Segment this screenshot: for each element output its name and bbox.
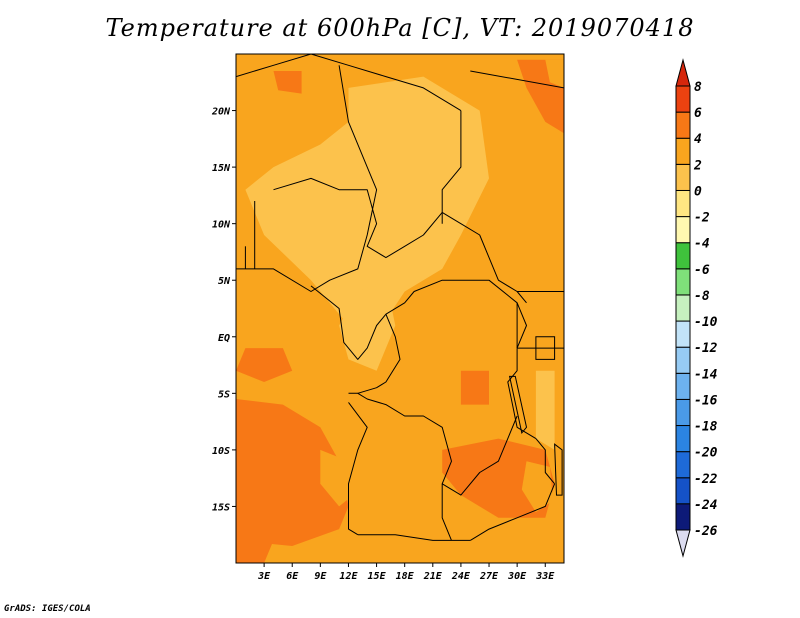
lat-tick-label: 15N <box>212 163 231 174</box>
field-region-gulf-warm-1 <box>236 348 293 382</box>
country-border <box>348 392 518 496</box>
grads-credit: GrADS: IGES/COLA <box>4 604 91 614</box>
colorbar-label: 4 <box>694 132 702 147</box>
country-border <box>470 483 556 541</box>
lon-tick-label: 9E <box>314 571 327 582</box>
lat-tick-label: 10N <box>212 220 231 231</box>
colorbar-label: -2 <box>694 211 710 226</box>
lon-tick-label: 21E <box>423 571 443 582</box>
lat-tick-label: 5S <box>218 389 230 400</box>
field-region-sahel-light-band <box>245 76 489 349</box>
country-border <box>470 70 564 89</box>
colorbar-label: 2 <box>693 158 702 173</box>
colorbar-label: -26 <box>694 524 718 539</box>
country-border <box>236 65 378 292</box>
colorbar-band <box>675 268 691 296</box>
colorbar-band <box>675 189 691 218</box>
colorbar-label: -20 <box>694 446 718 461</box>
field-region-zambia-warm <box>442 438 555 518</box>
field-layer <box>236 54 564 563</box>
lon-tick-label: 6E <box>286 571 299 582</box>
lon-tick-label: 30E <box>507 571 527 582</box>
colorbar-band <box>675 242 691 270</box>
country-border <box>273 177 527 304</box>
colorbar-band <box>675 451 691 479</box>
lat-tick-label: 20N <box>211 107 231 118</box>
field-region-south-atlantic-warm <box>236 399 349 546</box>
colorbar-label: -4 <box>694 237 710 252</box>
lat-tick-label: 10S <box>212 446 230 457</box>
colorbar-bottom-arrow <box>675 529 691 558</box>
colorbar-band <box>675 294 691 322</box>
colorbar-label: 0 <box>694 184 702 199</box>
lon-tick-label: 33E <box>535 571 555 582</box>
colorbar-label: -6 <box>694 263 710 278</box>
lake-outline <box>554 443 563 496</box>
colorbar-label: 6 <box>694 106 702 121</box>
colorbar-band <box>675 425 691 453</box>
field-region-sw-corner-warm <box>236 540 274 563</box>
colorbar-band <box>675 398 691 427</box>
colorbar-band <box>675 163 691 191</box>
country-border <box>310 279 527 360</box>
field-region-rift-light-strip <box>535 370 555 450</box>
colorbar-band <box>675 111 691 139</box>
colorbar-label: -12 <box>694 341 718 356</box>
lon-tick-label: 15E <box>368 571 387 582</box>
colorbar: 8 6 4 2 0 -2 -4 -6 -8 -10 -12 -14 -16 -18 -20 -22 -24 -26 <box>675 58 718 558</box>
lake-outline <box>508 375 528 435</box>
field-region-south-atlantic-core <box>320 449 354 507</box>
country-border <box>357 314 401 394</box>
field-region-nw-patch <box>273 71 302 94</box>
lat-tick-label: 5N <box>218 276 231 287</box>
colorbar-band <box>675 477 691 505</box>
country-border <box>441 483 452 541</box>
lon-tick-label: 27E <box>479 571 499 582</box>
colorbar-label: -10 <box>694 315 718 330</box>
country-border <box>236 54 462 112</box>
lake-outline <box>535 336 556 360</box>
colorbar-band <box>675 372 691 400</box>
map-panel <box>235 53 565 564</box>
colorbar-label: -22 <box>694 472 718 487</box>
colorbar-top-arrow <box>675 58 691 87</box>
lon-tick-label: 24E <box>451 571 471 582</box>
colorbar-band <box>675 85 691 113</box>
country-border <box>507 348 537 440</box>
colorbar-band <box>675 503 691 531</box>
colorbar-band <box>675 137 691 165</box>
lon-tick-label: 3E <box>257 571 271 582</box>
lat-tick-label: 15S <box>212 502 230 513</box>
country-border <box>535 438 555 485</box>
lon-tick-label: 18E <box>396 571 415 582</box>
colorbar-band <box>675 216 691 244</box>
field-region-east-congo-warm <box>460 370 489 405</box>
colorbar-band <box>675 320 691 348</box>
map-title: Temperature at 600hPa [C], VT: 201907041… <box>105 14 695 42</box>
colorbar-label: -8 <box>694 289 710 304</box>
field-region-ne-corner-core <box>545 59 564 88</box>
colorbar-label: -18 <box>694 420 718 435</box>
plot-frame <box>235 53 565 564</box>
colorbar-label: -14 <box>694 367 718 382</box>
colorbar-label: 8 <box>694 80 702 95</box>
colorbar-label: -24 <box>694 498 718 513</box>
lon-tick-label: 12E <box>339 571 358 582</box>
colorbar-band <box>675 346 691 374</box>
map-axes: 3E 6E 9E 12E 15E 18E 21E 24E 27E 30E 33E 20N 15N 10N 5… <box>211 107 555 582</box>
colorbar-label: -16 <box>694 393 718 408</box>
country-border <box>357 534 471 541</box>
country-border <box>441 110 462 224</box>
field-region-congo-light-patch <box>339 280 396 371</box>
lat-tick-label: EQ <box>218 333 230 344</box>
country-border <box>348 402 368 536</box>
field-region-zambia-core <box>521 461 553 513</box>
